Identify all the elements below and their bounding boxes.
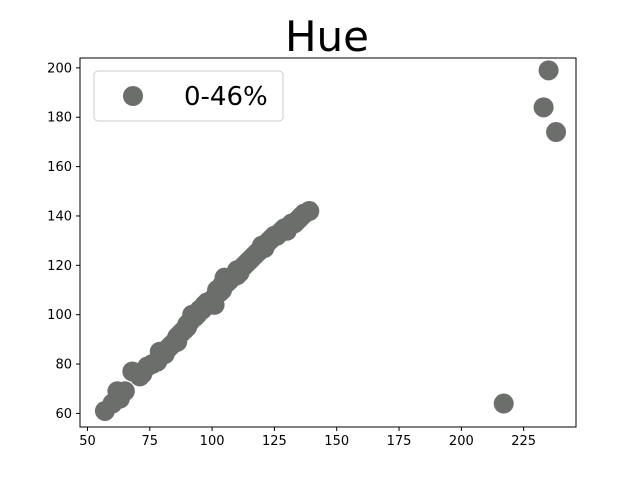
y-tick-label: 160 [47,160,72,175]
data-point [493,393,514,414]
y-tick-label: 180 [47,111,72,126]
legend-label: 0-46% [184,82,268,112]
x-tick-label: 100 [200,434,225,449]
x-tick-label: 50 [79,434,96,449]
data-point [538,60,559,81]
x-tick-label: 150 [324,434,349,449]
x-tick-label: 225 [511,434,536,449]
x-tick-label: 125 [262,434,287,449]
y-tick-label: 140 [47,209,72,224]
legend: 0-46% [93,70,284,122]
y-tick-label: 200 [47,61,72,76]
y-axis: 60 80 100 120 140 160 180 200 [47,61,80,422]
data-point [299,201,320,222]
points-layer [94,60,567,421]
y-tick-label: 120 [47,259,72,274]
x-tick-label: 175 [387,434,412,449]
y-tick-label: 100 [47,308,72,323]
y-tick-label: 60 [55,407,72,422]
legend-frame [93,70,284,122]
x-tick-label: 75 [142,434,159,449]
chart-title: Hue [285,12,369,61]
plot-area-frame [79,57,577,428]
legend-marker [123,86,143,106]
x-axis: 50 75 100 125 150 175 200 225 [79,427,536,449]
data-point [533,97,554,118]
y-tick-label: 80 [55,358,72,373]
data-point [546,122,567,143]
x-tick-label: 200 [449,434,474,449]
data-point [114,381,135,402]
